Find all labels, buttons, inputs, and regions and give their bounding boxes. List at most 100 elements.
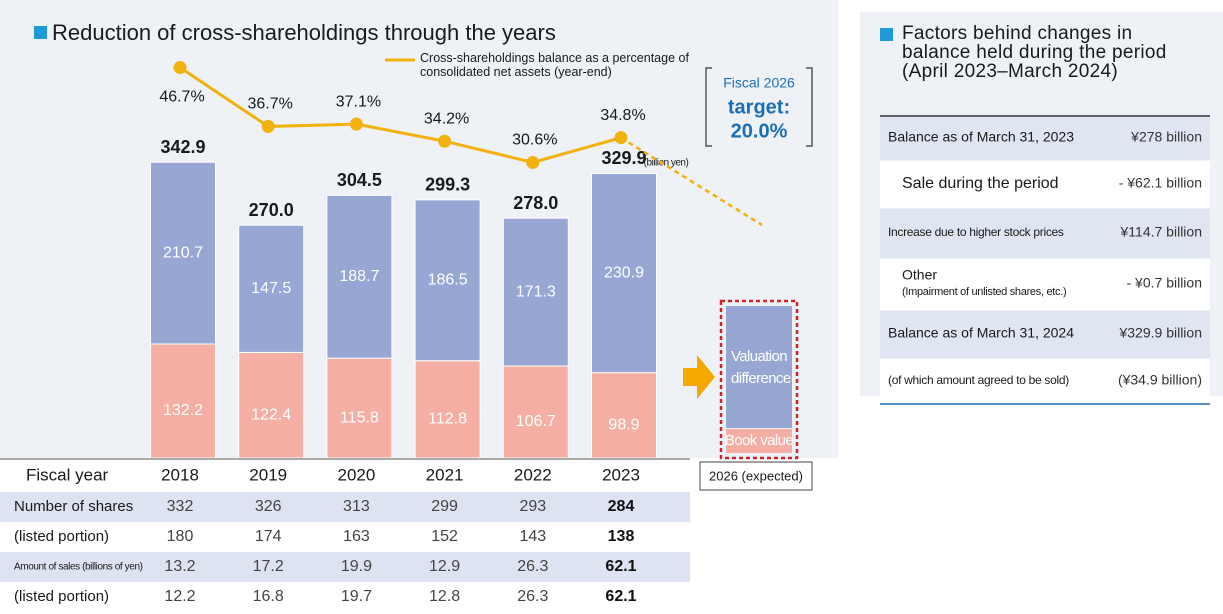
target-title: Fiscal 2026 (723, 75, 795, 91)
unit-label: (billion yen) (644, 158, 689, 169)
table-cell: 12.8 (429, 588, 460, 605)
arrow (683, 355, 715, 399)
title-marker (880, 28, 893, 41)
bar-label: 132.2 (163, 402, 203, 419)
line-label: 46.7% (159, 89, 204, 106)
bar-label: 147.5 (251, 280, 291, 297)
bar-segment (326, 357, 393, 459)
table-cell: 138 (608, 528, 635, 545)
bar-segment (238, 224, 305, 353)
bar-label: 171.3 (516, 283, 556, 300)
row-bg (880, 161, 1210, 208)
factor-label: Balance as of March 31, 2024 (888, 325, 1074, 341)
row-bg (880, 259, 1210, 310)
table-cell: 16.8 (253, 588, 284, 605)
table-cell: 152 (431, 528, 458, 545)
total-label: 270.0 (249, 200, 294, 220)
bar-segment (502, 365, 569, 459)
table-cell: 19.9 (341, 558, 372, 575)
factor-label: Other (902, 267, 937, 283)
table-cell: 293 (519, 498, 546, 515)
row-bg (880, 359, 1210, 404)
total-label: 299.3 (425, 175, 470, 195)
expected-label: Book value (725, 432, 793, 449)
factor-value: - ¥0.7 billion (1127, 275, 1203, 291)
table-cell: 26.3 (517, 588, 548, 605)
x-tick-label: 2019 (249, 465, 287, 484)
bar-label: 186.5 (428, 272, 468, 289)
bar-segment (591, 372, 657, 459)
bar-label: 188.7 (339, 268, 379, 285)
total-label: 329.9 (601, 148, 646, 168)
factor-label: Increase due to higher stock prices (888, 225, 1064, 239)
table-cell: 143 (519, 528, 546, 545)
bar-label: 230.9 (604, 264, 644, 281)
chart-title: Reduction of cross-shareholdings through… (52, 20, 556, 45)
line-point (438, 134, 452, 148)
x-tick-label: 2022 (514, 465, 552, 484)
x-tick-label: 2021 (426, 465, 464, 484)
line-point (526, 155, 540, 169)
bar-segment (414, 199, 481, 362)
table-cell: 12.9 (429, 558, 460, 575)
table-cell: 17.2 (253, 558, 284, 575)
factor-value: (¥34.9 billion) (1118, 372, 1202, 388)
row-bg (880, 117, 1210, 160)
target-value: 20.0% (731, 120, 788, 142)
row-bg (0, 492, 690, 522)
row-label: (listed portion) (14, 588, 109, 605)
bar-label: 112.8 (428, 411, 467, 428)
line-point (614, 131, 628, 145)
title-marker (34, 26, 47, 39)
line-label: 37.1% (336, 93, 381, 110)
factor-label: Sale during the period (902, 175, 1059, 192)
factor-value: ¥114.7 billion (1120, 224, 1202, 240)
expected-label: Valuation difference (727, 348, 790, 387)
factor-label: Balance as of March 31, 2023 (888, 129, 1074, 145)
expected-cell (699, 461, 813, 491)
bar-segment (150, 343, 216, 459)
table-cell: 326 (255, 498, 282, 515)
line-label: 34.2% (424, 110, 469, 127)
bar-segment (238, 351, 305, 459)
x-tick-label: 2020 (337, 465, 375, 484)
table-cell: 26.3 (517, 558, 548, 575)
bar-segment (414, 360, 481, 459)
total-label: 342.9 (160, 137, 205, 157)
row-label: (listed portion) (14, 528, 109, 545)
line-label: 34.8% (600, 107, 645, 124)
bar-label: 98.9 (608, 417, 639, 434)
factor-value: ¥329.9 billion (1118, 325, 1202, 341)
bar-segment (502, 217, 569, 367)
factor-value: - ¥62.1 billion (1119, 175, 1202, 191)
bar-segment (150, 161, 216, 345)
total-label: 304.5 (337, 170, 382, 190)
bracket (705, 67, 813, 147)
line-point (349, 117, 363, 131)
table-cell: 12.2 (164, 588, 195, 605)
table-cell: 332 (167, 498, 194, 515)
table-cell: 299 (431, 498, 458, 515)
expected-frame (719, 299, 799, 460)
x-tick-label: 2018 (161, 465, 199, 484)
line-point (173, 60, 187, 74)
table-cell: 62.1 (605, 588, 636, 605)
table-cell: 313 (343, 498, 370, 515)
legend-label: Cross-shareholdings balance as a percent… (420, 51, 689, 79)
row-bg (0, 552, 690, 582)
expected-valuation (726, 306, 792, 428)
table-cell: 13.2 (164, 558, 195, 575)
table-cell: 163 (343, 528, 370, 545)
factor-note: (Impairment of unlisted shares, etc.) (902, 286, 1066, 298)
bar-label: 106.7 (516, 413, 556, 430)
factor-value: ¥278 billion (1130, 129, 1202, 145)
row-bg (880, 209, 1210, 258)
line-point (261, 119, 275, 133)
table-cell: 284 (608, 498, 635, 515)
bar-label: 210.7 (163, 244, 203, 261)
table-cell: 62.1 (605, 558, 636, 575)
total-label: 278.0 (513, 193, 558, 213)
x-tick-label: 2023 (602, 465, 640, 484)
row-bg (880, 311, 1210, 358)
